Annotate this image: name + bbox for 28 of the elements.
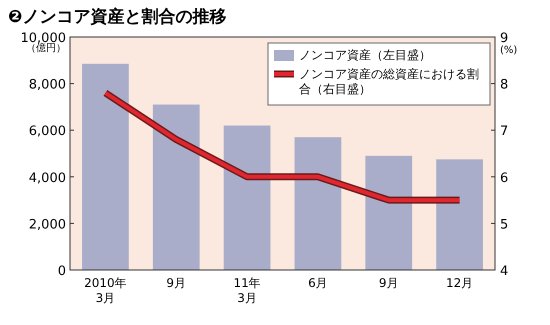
y-tick-label: 4,000: [28, 170, 66, 186]
y2-tick-label: 5: [500, 217, 508, 232]
y-axis-title: （億円）: [26, 42, 66, 54]
x-tick-label: 2010年 3月: [84, 276, 127, 305]
bar: [224, 126, 270, 270]
x-tick-label: 9月: [378, 276, 399, 290]
y2-tick-label: 8: [500, 78, 508, 93]
legend-label: ノンコア資産（左目盛）: [299, 48, 431, 62]
x-tick-label: 12月: [446, 276, 474, 290]
y2-tick-label: 4: [500, 264, 508, 279]
y-tick-label: 8,000: [28, 78, 66, 93]
x-tick-label: 11年 3月: [233, 276, 261, 305]
bar: [436, 159, 483, 270]
legend-label: ノンコア資産の総資産における割合（右目盛）: [299, 67, 479, 96]
x-tick-label: 6月: [308, 276, 328, 290]
y-tick-label: 0: [58, 264, 66, 279]
bar: [294, 137, 342, 270]
y-tick-label: 6,000: [28, 124, 66, 140]
y2-tick-label: 9: [500, 31, 508, 46]
bar: [82, 64, 129, 270]
y2-tick-label: 6: [500, 170, 508, 186]
y-tick-label: 2,000: [28, 217, 66, 232]
bar: [365, 156, 412, 270]
y2-axis-title: (%): [500, 45, 518, 56]
bar: [152, 104, 200, 270]
y2-tick-label: 7: [500, 124, 508, 140]
chart-title: ❷ノンコア資産と割合の推移: [8, 7, 226, 27]
x-tick-label: 9月: [166, 276, 186, 290]
